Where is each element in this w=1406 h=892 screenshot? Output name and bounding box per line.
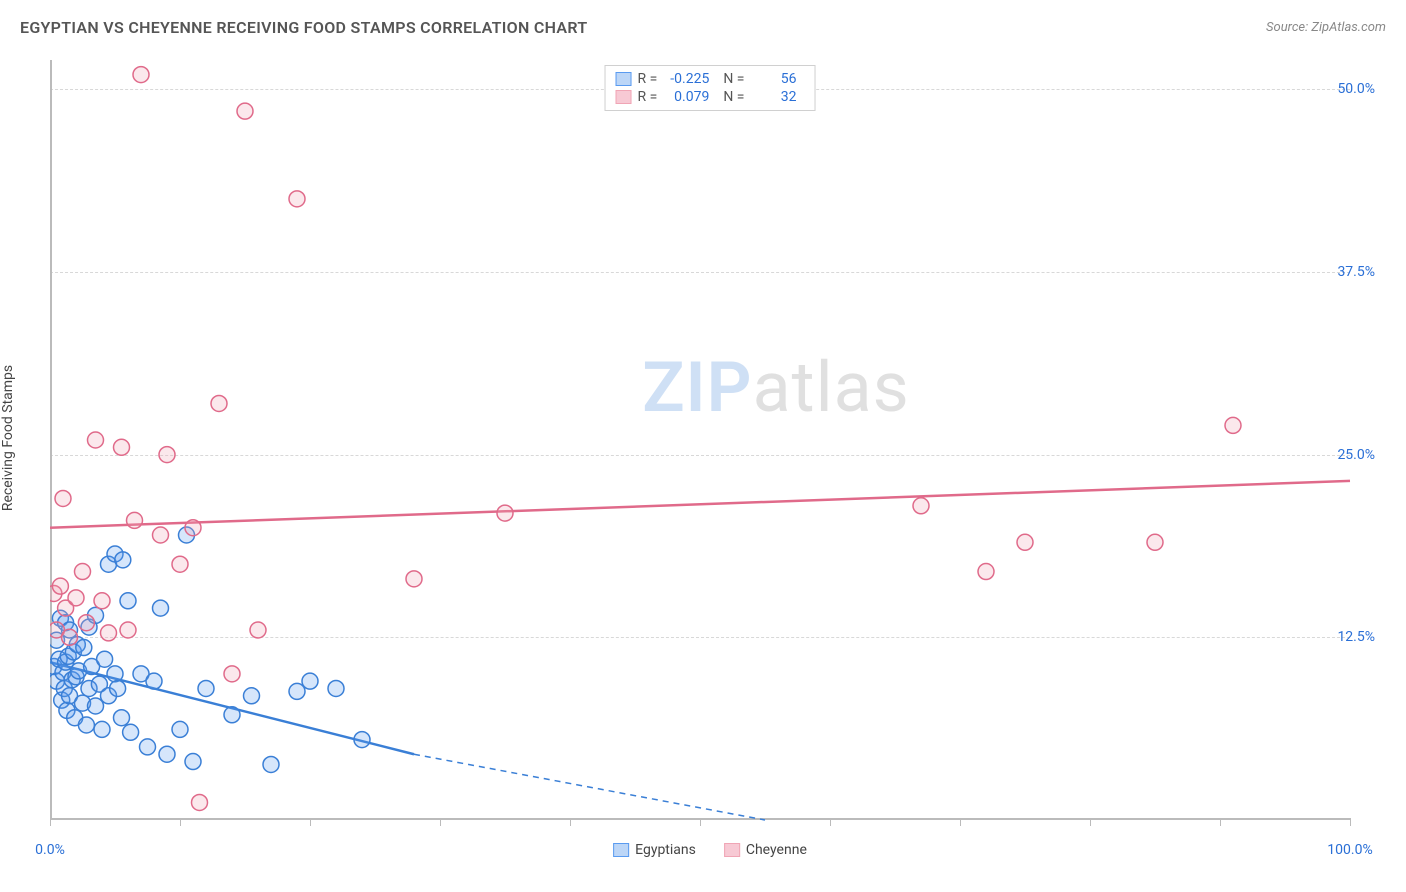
r-value-cheyenne: 0.079 bbox=[663, 89, 709, 105]
watermark: ZIPatlas bbox=[642, 347, 910, 429]
swatch-egyptians bbox=[616, 72, 632, 86]
stats-row-cheyenne: R = 0.079 N = 32 bbox=[616, 88, 805, 106]
watermark-atlas: atlas bbox=[753, 347, 910, 429]
n-label: N = bbox=[723, 89, 744, 105]
source-attribution: Source: ZipAtlas.com bbox=[1266, 20, 1386, 35]
n-label: N = bbox=[723, 71, 744, 87]
swatch-cheyenne bbox=[616, 90, 632, 104]
legend-label-cheyenne: Cheyenne bbox=[746, 842, 807, 858]
legend-item-cheyenne: Cheyenne bbox=[724, 842, 807, 858]
y-tick-label: 37.5% bbox=[1337, 264, 1375, 280]
chart-plot-area: ZIPatlas 12.5%25.0%37.5%50.0% 0.0%100.0%… bbox=[50, 60, 1370, 840]
header-row: EGYPTIAN VS CHEYENNE RECEIVING FOOD STAM… bbox=[20, 18, 1386, 37]
n-value-egyptians: 56 bbox=[750, 71, 796, 87]
scatter-svg-layer bbox=[50, 60, 1370, 840]
y-tick-label: 50.0% bbox=[1337, 81, 1375, 97]
swatch-egyptians-bottom bbox=[613, 843, 629, 857]
stats-row-egyptians: R = -0.225 N = 56 bbox=[616, 70, 805, 88]
r-label: R = bbox=[638, 71, 658, 87]
r-value-egyptians: -0.225 bbox=[663, 71, 709, 87]
n-value-cheyenne: 32 bbox=[750, 89, 796, 105]
series-legend: Egyptians Cheyenne bbox=[613, 842, 807, 858]
x-tick-label: 0.0% bbox=[35, 842, 65, 858]
r-label: R = bbox=[638, 89, 658, 105]
swatch-cheyenne-bottom bbox=[724, 843, 740, 857]
correlation-stats-legend: R = -0.225 N = 56 R = 0.079 N = 32 bbox=[605, 65, 816, 111]
y-tick-label: 25.0% bbox=[1337, 447, 1375, 463]
watermark-zip: ZIP bbox=[642, 347, 752, 429]
legend-item-egyptians: Egyptians bbox=[613, 842, 696, 858]
x-tick-label: 100.0% bbox=[1327, 842, 1372, 858]
y-axis-line bbox=[50, 60, 52, 820]
y-axis-label: Receiving Food Stamps bbox=[0, 365, 16, 511]
chart-title: EGYPTIAN VS CHEYENNE RECEIVING FOOD STAM… bbox=[20, 18, 587, 37]
y-tick-label: 12.5% bbox=[1337, 629, 1375, 645]
legend-label-egyptians: Egyptians bbox=[635, 842, 696, 858]
